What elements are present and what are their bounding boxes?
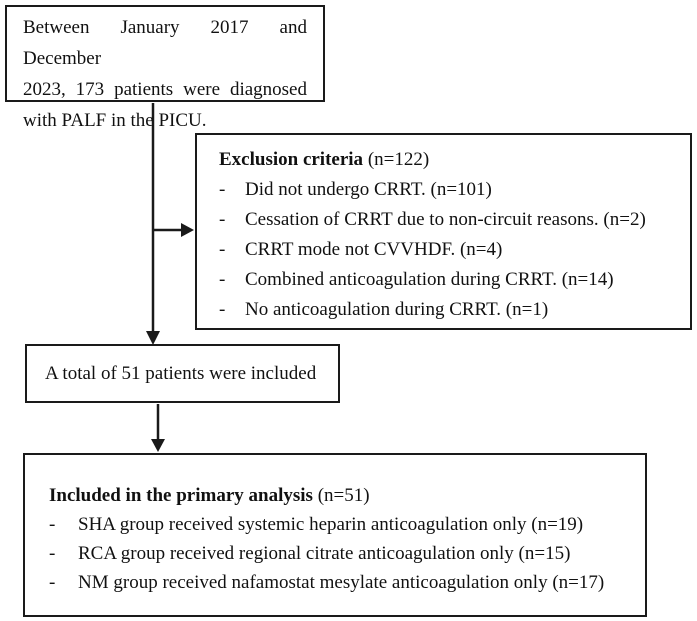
exclusion-item-text: Did not undergo CRRT. (n=101) (245, 179, 492, 200)
arrow-to-exclusion (154, 223, 194, 237)
list-bullet: - (219, 239, 226, 260)
list-bullet: - (49, 572, 56, 593)
exclusion-heading-count: (n=122) (367, 149, 430, 170)
arrow-included-to-analysis (151, 404, 165, 452)
box-exclusion-criteria: Exclusion criteria (n=122) - Did not und… (195, 133, 692, 330)
list-bullet: - (49, 514, 56, 535)
analysis-heading-count: (n=51) (317, 485, 370, 506)
exclusion-heading-title: Exclusion criteria (219, 149, 364, 170)
analysis-heading: Included in the primary analysis (n=51) (49, 481, 635, 510)
exclusion-item: - Did not undergo CRRT. (n=101) (219, 175, 680, 205)
enrollment-line: Between January 2017 and December (23, 17, 307, 69)
exclusion-heading: Exclusion criteria (n=122) (219, 145, 680, 175)
list-bullet: - (219, 179, 226, 200)
exclusion-item: - CRRT mode not CVVHDF. (n=4) (219, 235, 680, 265)
box-enrollment: Between January 2017 and December 2023, … (5, 5, 325, 131)
analysis-item-text: RCA group received regional citrate anti… (78, 543, 571, 564)
exclusion-item: - Combined anticoagulation during CRRT. … (219, 265, 680, 295)
exclusion-item-text: No anticoagulation during CRRT. (n=1) (245, 299, 549, 320)
analysis-item: - RCA group received regional citrate an… (49, 539, 635, 568)
analysis-item: - NM group received nafamostat mesylate … (49, 568, 635, 597)
enrollment-line: with PALF in the PICU. (23, 110, 207, 131)
list-bullet: - (219, 209, 226, 230)
analysis-item: - SHA group received systemic heparin an… (49, 510, 635, 539)
list-bullet: - (49, 543, 56, 564)
list-bullet: - (219, 269, 226, 290)
arrow-enrollment-to-included (146, 103, 160, 345)
exclusion-item: - Cessation of CRRT due to non-circuit r… (219, 205, 680, 235)
box-included-total: A total of 51 patients were included (25, 344, 340, 403)
analysis-heading-title: Included in the primary analysis (49, 485, 313, 506)
exclusion-item-text: Cessation of CRRT due to non-circuit rea… (245, 209, 646, 230)
exclusion-item-text: Combined anticoagulation during CRRT. (n… (245, 269, 614, 290)
analysis-item-text: NM group received nafamostat mesylate an… (78, 572, 605, 593)
list-bullet: - (219, 299, 226, 320)
exclusion-item-text: CRRT mode not CVVHDF. (n=4) (245, 239, 503, 260)
included-total-text: A total of 51 patients were included (45, 362, 317, 384)
analysis-item-text: SHA group received systemic heparin anti… (78, 514, 584, 535)
enrollment-line: 2023, 173 patients were diagnosed (23, 79, 307, 100)
exclusion-item: - No anticoagulation during CRRT. (n=1) (219, 295, 680, 325)
box-primary-analysis: Included in the primary analysis (n=51) … (23, 453, 647, 617)
